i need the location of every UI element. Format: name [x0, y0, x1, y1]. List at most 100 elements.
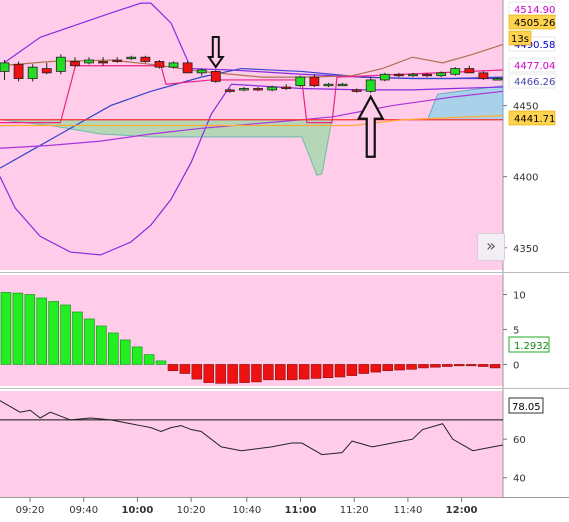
macd-bar [394, 364, 405, 371]
macd-bar [322, 364, 334, 379]
candle-timer: 13s [508, 30, 532, 46]
candle [422, 73, 432, 77]
macd-bar [418, 364, 429, 369]
candle [112, 59, 123, 62]
candle [13, 63, 24, 79]
oscillator-axis-tick-label: 60 [513, 435, 526, 446]
time-axis-label: 10:00 [121, 505, 153, 516]
macd-bar [84, 318, 95, 365]
price-axis-tick-label: 4350 [513, 244, 538, 255]
ichimoku-cloud-green [0, 119, 333, 176]
candle [140, 56, 151, 62]
buy-arrow-icon [356, 94, 385, 158]
candle [337, 83, 348, 87]
candle [182, 62, 193, 74]
candle [168, 62, 179, 68]
candle [393, 73, 404, 77]
candle [365, 79, 376, 92]
macd-current-box [508, 336, 550, 353]
time-axis-label: 12:00 [446, 505, 478, 516]
candle [478, 72, 489, 79]
candle [196, 69, 207, 74]
time-axis-label: 09:40 [69, 505, 98, 516]
time-axis-label: 10:40 [232, 505, 261, 516]
sell-arrow-icon [206, 36, 225, 69]
macd-bar [215, 364, 226, 384]
macd-bar [442, 364, 453, 367]
candle-timer-label: 13s [511, 34, 529, 45]
macd-bar [155, 360, 167, 365]
candle [351, 89, 362, 92]
macd-bar [477, 364, 489, 367]
candle [450, 68, 461, 75]
macd-bar [179, 364, 191, 374]
price-tag-box [508, 14, 556, 30]
macd-axis-tick-label: 10 [513, 290, 526, 301]
candle [41, 68, 52, 74]
candle [154, 61, 165, 68]
candle [281, 86, 292, 89]
candle-timer-box [508, 30, 532, 46]
candle [210, 71, 221, 82]
candle [309, 76, 320, 87]
macd-bar [382, 364, 393, 372]
candle [253, 88, 263, 91]
macd-bar [36, 297, 48, 365]
price-tag-label: 4477.04 [514, 61, 555, 72]
price-tag-box [508, 110, 556, 126]
time-axis-label: 11:40 [393, 505, 422, 516]
candle [323, 83, 334, 87]
candle [436, 72, 447, 77]
price-tag: 4477.04 [508, 57, 556, 73]
macd-bar [263, 364, 274, 381]
macd-bar [358, 364, 370, 374]
macd-bar [131, 346, 143, 365]
candle [464, 68, 475, 74]
macd-current-value: 1.2932 [508, 336, 550, 353]
macd-bar [96, 325, 107, 365]
macd-bar [370, 364, 382, 373]
macd-bar [0, 292, 12, 365]
macd-bar [406, 364, 417, 370]
macd-bar [12, 292, 24, 365]
candle [27, 66, 38, 79]
candle [408, 73, 418, 77]
time-axis-label: 11:00 [285, 505, 317, 516]
price-tag-box [508, 57, 556, 73]
price-tag-label: 4505.26 [514, 18, 555, 29]
oscillator-current-label: 78.05 [512, 402, 541, 413]
time-axis-label: 11:20 [340, 505, 369, 516]
oscillator-axis-tick-label: 40 [513, 474, 526, 485]
macd-bar [453, 364, 465, 367]
macd-axis-tick-label: 0 [513, 360, 519, 371]
macd-bar [310, 364, 322, 379]
candle [98, 61, 108, 64]
price-tag: 4505.26 [508, 14, 556, 30]
oscillator-line [0, 400, 504, 456]
macd-bar [167, 364, 179, 372]
line-orange-line [0, 114, 504, 127]
candle [239, 88, 249, 91]
macd-bar [48, 301, 59, 365]
macd-bar [275, 364, 286, 381]
candle [267, 86, 278, 91]
macd-bar [191, 364, 203, 380]
macd-bar [430, 364, 441, 368]
scroll-to-latest-button[interactable]: » [477, 233, 505, 261]
oscillator-current-value: 78.05 [508, 397, 544, 414]
time-axis-label: 10:20 [177, 505, 206, 516]
price-tag-label: 4441.71 [514, 114, 555, 125]
macd-axis-tick-label: 5 [513, 325, 519, 336]
macd-bar [108, 332, 119, 365]
candle [84, 59, 94, 64]
macd-bar [286, 364, 298, 381]
lower-band-line [0, 83, 504, 256]
price-tag: 4466.26 [508, 73, 555, 89]
candle [224, 89, 235, 92]
price-axis-tick-label: 4450 [513, 102, 538, 113]
pane-3-background [0, 391, 503, 497]
oscillator-current-box [508, 397, 544, 414]
macd-bar [334, 364, 346, 378]
